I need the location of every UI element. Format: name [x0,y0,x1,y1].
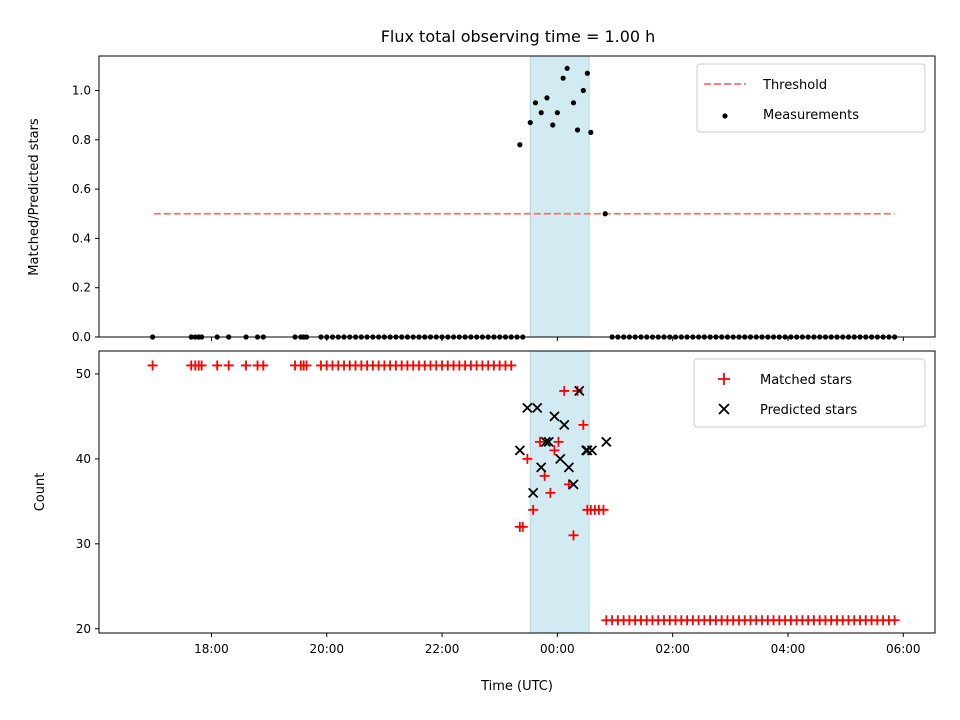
measurement-point [570,100,577,106]
bottom-panel: 20 30 40 50 18:00 20:00 22:00 00:00 02:00 04:00 06… [76,350,936,656]
matched-star-marker [539,470,550,481]
legend-measurements-swatch [722,113,728,119]
predicted-star-marker [536,462,547,473]
x-axis-label: Time (UTC) [480,679,553,694]
measurement-point [560,75,566,81]
predicted-star-marker [601,436,612,448]
bottom-x-tick-label: 22:00 [425,642,460,656]
bottom-x-tick-label: 00:00 [540,642,575,656]
predicted-star-marker [514,445,526,456]
bottom-y-tick-label: 30 [76,537,91,551]
predicted-star-marker [549,411,560,422]
top-shaded-region [529,55,590,338]
top-legend-box [696,63,926,133]
matched-star-marker [563,479,574,490]
measurement-point [584,70,590,76]
bottom-legend: Matched stars Predicted stars [693,358,926,428]
chart-title: Flux total observing time = 1.00 h [381,27,656,46]
top-panel: 0.0 0.2 0.4 0.6 0.8 1.0 Threshold Measurements [72,55,936,344]
legend-predicted-label: Predicted stars [760,403,857,418]
matched-star-marker [196,360,207,371]
legend-measurements-label: Measurements [763,108,859,123]
matched-star-marker [517,521,528,532]
matched-star-marker [522,453,533,464]
matched-star-marker [212,360,223,371]
measurement-point [588,129,594,136]
predicted-star-marker [543,436,554,448]
bottom-x-tick-label: 04:00 [771,642,806,656]
top-y-tick-label: 0.4 [72,231,91,245]
legend-predicted-swatch [718,403,730,415]
matched-star-marker [889,615,900,626]
measurement-point [574,127,581,133]
measurement-point [532,100,539,106]
top-axes-frame [98,55,936,338]
bottom-x-tick-label: 06:00 [886,642,921,656]
matched-star-marker [223,360,234,371]
measurement-point [538,110,544,116]
measurement-point [550,122,556,128]
matched-star-marker [549,445,560,456]
predicted-star-marker [522,402,533,414]
bottom-y-axis-label: Count [33,473,48,512]
bottom-y-tick-label: 20 [76,622,91,636]
bottom-x-tick-label: 02:00 [655,642,690,656]
predicted-star-marker [540,436,551,448]
bottom-axes-frame [98,350,936,634]
matched-star-marker [535,436,546,447]
matched-star-marker [559,385,570,396]
predicted-star-marker [582,445,593,456]
measurement-point [554,110,560,116]
measurement-point [517,142,523,148]
bottom-shaded-region [529,350,590,634]
measurement-point [527,119,533,126]
predicted-star-marker [559,419,570,431]
legend-threshold-label: Threshold [762,78,827,93]
bottom-y-tick-label: 50 [76,367,91,381]
bottom-x-tick-label: 20:00 [309,642,344,656]
bottom-x-tick-label: 18:00 [194,642,229,656]
bottom-y-tick-label: 40 [76,452,91,466]
measurement-point [602,211,608,217]
bottom-legend-box [693,358,926,428]
legend-matched-swatch [718,373,730,385]
legend-matched-label: Matched stars [760,373,852,388]
predicted-star-marker [528,487,539,498]
matched-star-marker [528,504,539,515]
measurement-point [580,87,586,94]
matched-star-marker [568,530,579,541]
matched-star-marker [598,504,609,515]
top-y-tick-label: 0.6 [72,182,91,196]
matched-star-marker [147,360,158,371]
predicted-star-marker [568,479,579,490]
predicted-star-marker [586,445,598,456]
predicted-star-marker [574,385,585,397]
matched-star-marker [553,436,564,447]
matched-star-marker [301,360,312,371]
measurement-point [544,95,550,101]
top-y-tick-label: 0.8 [72,133,91,147]
measurement-point [564,65,570,71]
top-y-axis-label: Matched/Predicted stars [27,118,42,276]
top-y-tick-label: 0.2 [72,281,91,295]
matched-star-marker [572,385,583,396]
predicted-star-marker [532,402,543,414]
predicted-star-marker [555,453,566,465]
matched-star-marker [258,360,269,371]
matched-star-marker [545,487,556,498]
matched-star-marker [578,419,589,430]
top-legend: Threshold Measurements [696,63,926,133]
matched-star-marker [241,360,252,371]
matched-star-marker [506,360,517,371]
top-y-tick-label: 0.0 [72,330,91,344]
predicted-star-marker [563,462,575,473]
top-y-tick-label: 1.0 [72,84,91,98]
